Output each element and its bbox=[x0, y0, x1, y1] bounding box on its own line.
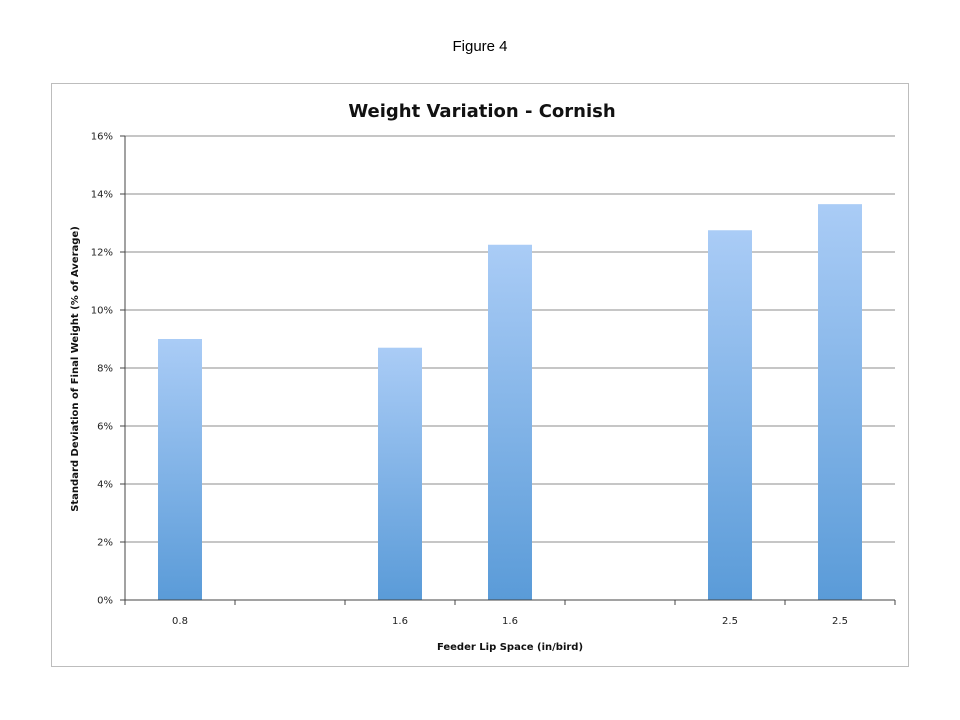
y-axis-label: Standard Deviation of Final Weight (% of… bbox=[70, 226, 81, 512]
bar bbox=[378, 347, 422, 600]
bars bbox=[158, 204, 862, 600]
figure-label: Figure 4 bbox=[452, 38, 508, 55]
x-tick-label: 1.6 bbox=[392, 616, 408, 627]
y-tick-label: 2% bbox=[97, 538, 113, 549]
y-tick-label: 0% bbox=[97, 596, 113, 607]
y-tick-label: 4% bbox=[97, 480, 113, 491]
y-tick-label: 6% bbox=[97, 422, 113, 433]
tick-labels: 0% 2% 4% 6% 8% 10% 12% 14% 16% 0.8 1.6 1.6 2.5 2.5 bbox=[91, 132, 848, 628]
x-axis-label: Feeder Lip Space (in/bird) bbox=[437, 642, 583, 653]
axes bbox=[120, 135, 896, 605]
bar bbox=[488, 244, 532, 600]
bar bbox=[818, 204, 862, 600]
x-tick-label: 2.5 bbox=[832, 616, 848, 627]
x-tick-label: 1.6 bbox=[502, 616, 518, 627]
bar bbox=[708, 230, 752, 600]
y-tick-label: 14% bbox=[91, 190, 113, 201]
y-tick-label: 8% bbox=[97, 364, 113, 375]
chart-title: Weight Variation - Cornish bbox=[348, 101, 615, 122]
y-tick-label: 16% bbox=[91, 132, 113, 143]
y-tick-label: 10% bbox=[91, 306, 113, 317]
y-tick-label: 12% bbox=[91, 248, 113, 259]
x-tick-label: 0.8 bbox=[172, 616, 188, 627]
bar bbox=[158, 339, 202, 600]
x-tick-label: 2.5 bbox=[722, 616, 738, 627]
